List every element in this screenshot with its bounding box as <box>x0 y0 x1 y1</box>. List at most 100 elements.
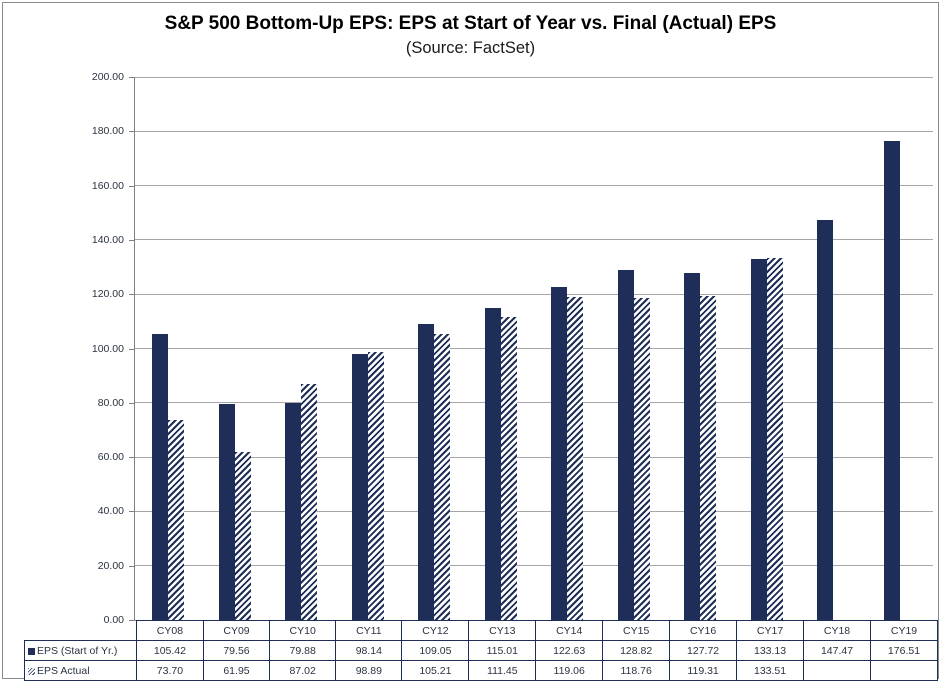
value-cell-eps-start-cy16: 127.72 <box>669 640 738 661</box>
bar-eps-start-cy13 <box>484 307 501 620</box>
bar-eps-actual-cy11 <box>367 351 384 620</box>
y-axis-label-140: 140.00 <box>91 233 124 246</box>
y-axis-label-160: 160.00 <box>91 179 124 192</box>
value-cell-eps-actual-cy09: 61.95 <box>202 660 271 681</box>
y-axis-label-80: 80.00 <box>97 396 124 409</box>
chart-title: S&P 500 Bottom-Up EPS: EPS at Start of Y… <box>164 13 777 34</box>
bar-eps-start-cy09 <box>218 404 235 620</box>
value-cell-eps-actual-cy12: 105.21 <box>401 660 470 681</box>
category-header-cy10: CY10 <box>269 620 337 641</box>
plot-area <box>134 76 933 621</box>
y-axis-tick <box>129 402 134 404</box>
series-name-label: EPS (Start of Yr.) <box>37 644 118 657</box>
bar-eps-start-cy11 <box>351 353 368 620</box>
gridline-20 <box>135 565 933 567</box>
category-header-cy15: CY15 <box>602 620 671 641</box>
y-axis-label-200: 200.00 <box>91 71 124 83</box>
value-cell-eps-actual-cy08: 73.70 <box>135 660 204 681</box>
value-cell-eps-start-cy15: 128.82 <box>602 640 671 661</box>
y-axis-label-20: 20.00 <box>97 559 124 572</box>
bar-eps-actual-cy10 <box>301 383 318 620</box>
y-axis-tick <box>129 565 134 567</box>
gridline-60 <box>135 456 933 458</box>
gridline-40 <box>135 510 933 512</box>
bar-eps-start-cy12 <box>418 323 435 620</box>
value-cell-eps-start-cy13: 115.01 <box>468 640 537 661</box>
legend-hatch-swatch-icon <box>28 667 35 675</box>
y-axis-tick <box>129 348 134 350</box>
y-axis-tick <box>129 294 134 296</box>
y-axis-label-60: 60.00 <box>97 451 124 464</box>
category-header-cy12: CY12 <box>401 620 470 641</box>
value-cell-eps-start-cy14: 122.63 <box>535 640 604 661</box>
value-cell-eps-actual-cy19 <box>869 660 939 681</box>
bar-eps-start-cy19 <box>883 140 900 620</box>
value-cell-eps-actual-cy18 <box>803 660 871 681</box>
bar-eps-actual-cy08 <box>168 419 185 620</box>
bar-eps-actual-cy12 <box>434 334 451 620</box>
value-cell-eps-start-cy10: 79.88 <box>269 640 337 661</box>
gridline-100 <box>135 348 933 349</box>
table-row-eps-start: EPS (Start of Yr.) 105.42 79.56 79.88 98.14 1… <box>24 640 939 661</box>
y-axis-label-0: 0.00 <box>103 614 124 626</box>
category-header-cy16: CY16 <box>669 620 738 641</box>
legend-solid-swatch-icon <box>28 647 35 655</box>
category-header-cy14: CY14 <box>535 620 604 641</box>
bar-eps-actual-cy13 <box>500 317 517 620</box>
bar-eps-start-cy17 <box>750 258 767 620</box>
gridline-180 <box>135 130 933 132</box>
bar-eps-start-cy18 <box>817 219 834 620</box>
value-cell-eps-actual-cy11: 98.89 <box>335 660 403 681</box>
category-header-cy17: CY17 <box>736 620 805 641</box>
table-header-row: CY08 CY09 CY10 CY11 CY12 CY13 CY14 CY15 CY16 CY17… <box>25 620 939 641</box>
bar-eps-start-cy10 <box>285 403 302 620</box>
bar-eps-actual-cy15 <box>633 297 650 620</box>
y-axis-tick <box>129 457 134 459</box>
data-table: CY08 CY09 CY10 CY11 CY12 CY13 CY14 CY15 CY16 CY17… <box>24 620 939 681</box>
category-header-cy13: CY13 <box>468 620 537 641</box>
y-axis-label-40: 40.00 <box>97 505 124 518</box>
value-cell-eps-actual-cy14: 119.06 <box>535 660 604 681</box>
value-cell-eps-actual-cy17: 133.51 <box>736 660 805 681</box>
legend-cell-eps-start: EPS (Start of Yr.) <box>24 640 137 661</box>
bar-eps-actual-cy09 <box>234 451 251 620</box>
gridline-200 <box>135 76 933 78</box>
y-axis-label-100: 100.00 <box>91 342 124 355</box>
table-corner-blank <box>25 621 137 641</box>
table-row-eps-actual: EPS Actual 73.70 61.95 87.02 98.89 105.21 111.… <box>24 660 939 681</box>
bar-eps-start-cy08 <box>152 333 169 620</box>
chart-subtitle: (Source: FactSet) <box>405 39 536 57</box>
y-axis-tick <box>129 239 134 241</box>
gridline-160 <box>135 185 933 187</box>
bar-eps-actual-cy17 <box>766 257 783 620</box>
category-header-cy11: CY11 <box>335 620 403 641</box>
category-header-cy19: CY19 <box>869 620 939 641</box>
category-header-cy09: CY09 <box>202 620 271 641</box>
y-axis-tick <box>129 620 134 621</box>
value-cell-eps-actual-cy16: 119.31 <box>669 660 738 681</box>
bar-eps-actual-cy16 <box>700 296 717 620</box>
series-name-label: EPS Actual <box>37 664 90 677</box>
gridline-120 <box>135 293 933 295</box>
value-cell-eps-actual-cy15: 118.76 <box>602 660 671 681</box>
y-axis-tick <box>129 511 134 513</box>
y-axis-tick <box>129 77 134 78</box>
bar-eps-start-cy14 <box>551 287 568 620</box>
value-cell-eps-start-cy09: 79.56 <box>202 640 271 661</box>
value-cell-eps-start-cy08: 105.42 <box>135 640 204 661</box>
y-axis-tick <box>129 185 134 187</box>
gridline-140 <box>135 239 933 241</box>
y-axis-label-120: 120.00 <box>91 288 124 301</box>
value-cell-eps-start-cy11: 98.14 <box>335 640 403 661</box>
y-axis-label-180: 180.00 <box>91 125 124 138</box>
value-cell-eps-start-cy18: 147.47 <box>803 640 871 661</box>
category-header-cy18: CY18 <box>803 620 871 641</box>
legend-cell-eps-actual: EPS Actual <box>24 660 137 681</box>
gridline-80 <box>135 402 933 404</box>
category-header-cy08: CY08 <box>135 620 204 641</box>
y-axis-tick <box>129 131 134 133</box>
bar-eps-start-cy16 <box>684 273 701 620</box>
bar-eps-start-cy15 <box>617 270 634 620</box>
value-cell-eps-start-cy12: 109.05 <box>401 640 470 661</box>
